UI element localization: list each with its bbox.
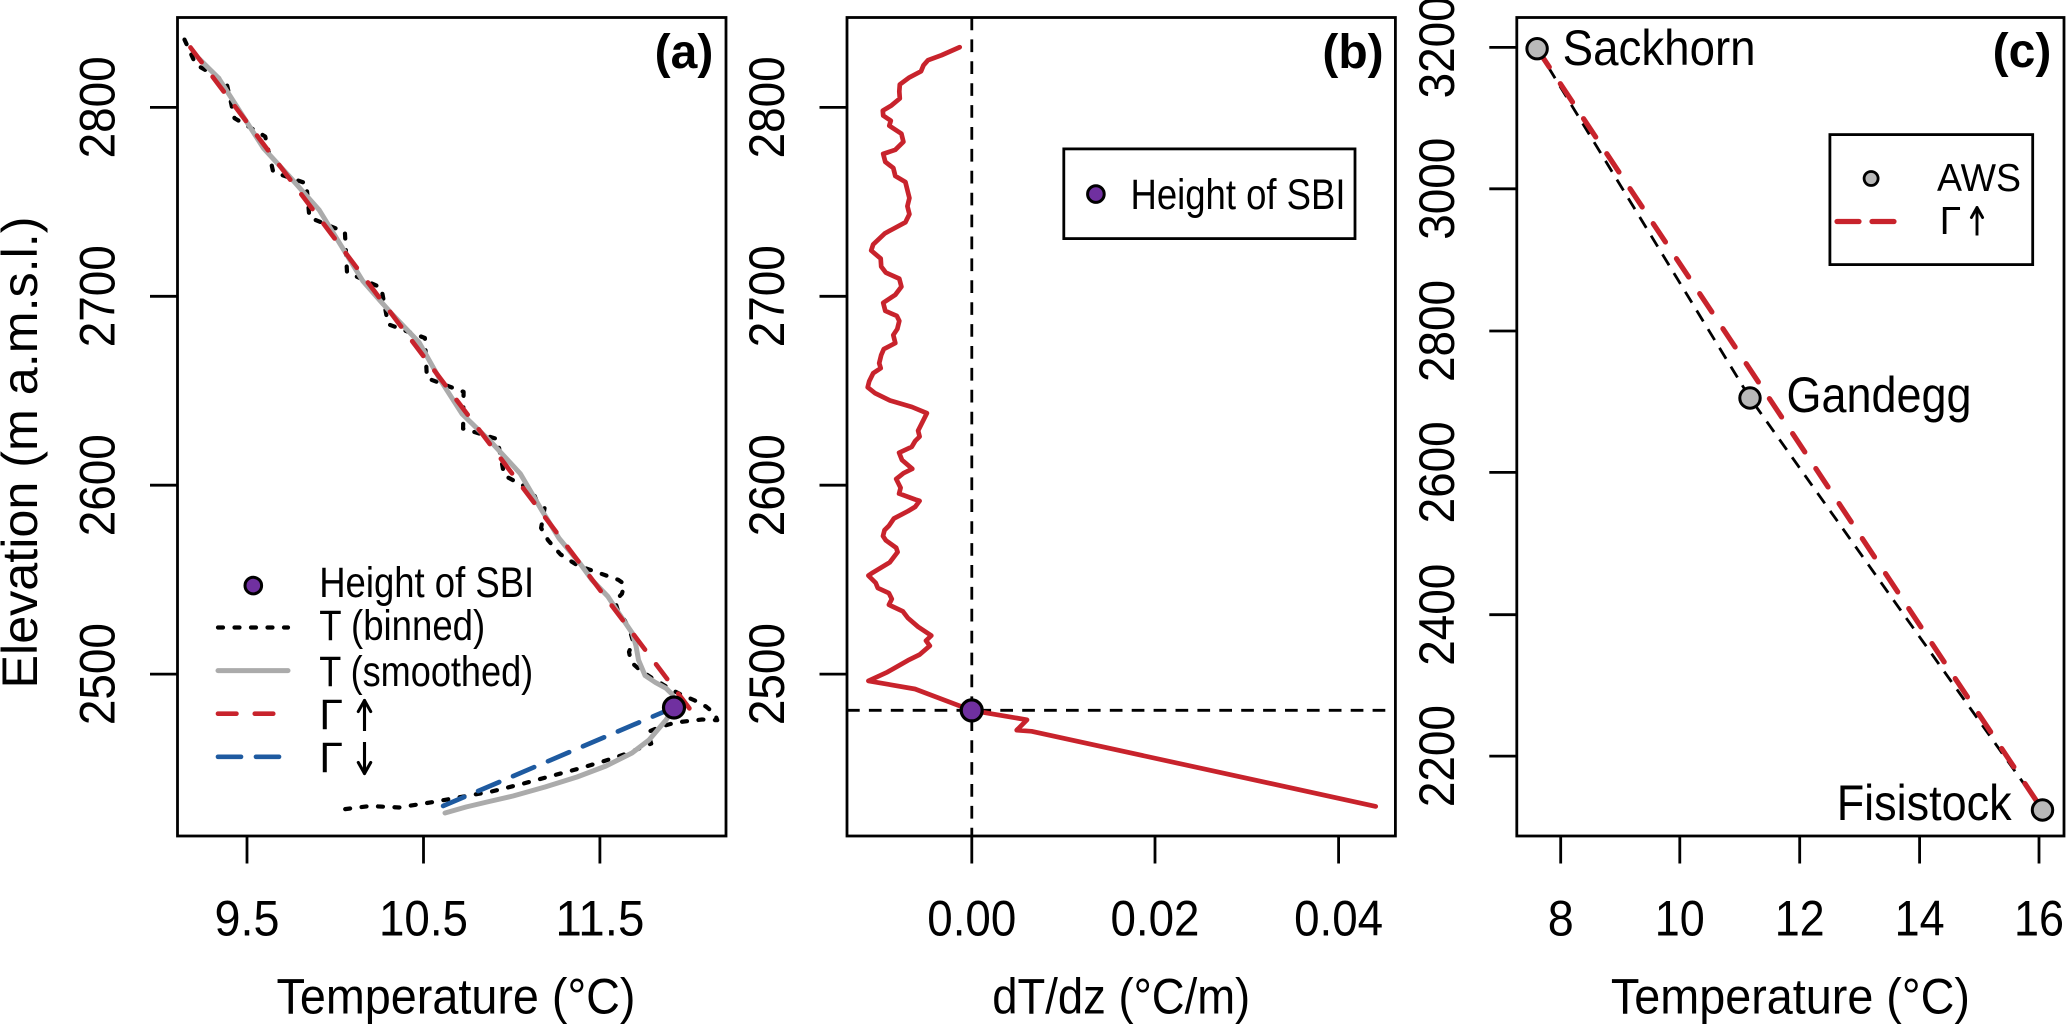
svg-text:Height of SBI: Height of SBI <box>1131 171 1346 219</box>
svg-text:Temperature (°C): Temperature (°C) <box>277 969 636 1025</box>
svg-text:14: 14 <box>1895 891 1945 947</box>
svg-text:Height of SBI: Height of SBI <box>319 559 534 607</box>
svg-text:dT/dz (°C/m): dT/dz (°C/m) <box>992 969 1250 1025</box>
svg-text:0.00: 0.00 <box>927 891 1016 947</box>
svg-text:AWS: AWS <box>1937 157 2021 200</box>
svg-text:2200: 2200 <box>1409 705 1465 807</box>
svg-text:(a): (a) <box>655 26 714 79</box>
svg-text:2800: 2800 <box>70 56 126 158</box>
svg-text:8: 8 <box>1548 891 1574 947</box>
svg-text:16: 16 <box>2014 891 2064 947</box>
svg-text:2600: 2600 <box>70 434 126 536</box>
svg-text:9.5: 9.5 <box>215 891 280 947</box>
svg-text:2800: 2800 <box>1409 280 1465 382</box>
svg-text:2600: 2600 <box>739 434 795 536</box>
svg-text:T (binned): T (binned) <box>319 602 485 650</box>
svg-text:Sackhorn: Sackhorn <box>1563 20 1756 76</box>
svg-text:12: 12 <box>1775 891 1825 947</box>
svg-text:0.02: 0.02 <box>1111 891 1200 947</box>
svg-text:11.5: 11.5 <box>555 891 644 947</box>
svg-text:2700: 2700 <box>739 245 795 347</box>
svg-text:Γ: Γ <box>1940 200 1961 243</box>
svg-text:3200: 3200 <box>1409 0 1465 98</box>
svg-text:10: 10 <box>1655 891 1705 947</box>
svg-text:2400: 2400 <box>1409 564 1465 666</box>
svg-text:(b): (b) <box>1322 26 1383 79</box>
svg-text:Temperature (°C): Temperature (°C) <box>1611 969 1970 1025</box>
svg-text:(c): (c) <box>1993 25 2052 78</box>
svg-text:2700: 2700 <box>70 245 126 347</box>
svg-text:2500: 2500 <box>739 623 795 725</box>
svg-text:Γ: Γ <box>319 734 343 782</box>
svg-text:Γ: Γ <box>319 691 343 739</box>
svg-text:10.5: 10.5 <box>379 891 468 947</box>
svg-text:2800: 2800 <box>739 56 795 158</box>
svg-text:T (smoothed): T (smoothed) <box>319 648 533 696</box>
svg-text:Fisistock: Fisistock <box>1837 775 2013 831</box>
svg-text:0.04: 0.04 <box>1294 891 1383 947</box>
svg-text:Gandegg: Gandegg <box>1787 367 1972 423</box>
svg-text:2500: 2500 <box>70 623 126 725</box>
svg-text:2600: 2600 <box>1409 421 1465 523</box>
svg-text:Elevation (m a.m.s.l.): Elevation (m a.m.s.l.) <box>0 217 48 689</box>
svg-text:3000: 3000 <box>1409 138 1465 240</box>
